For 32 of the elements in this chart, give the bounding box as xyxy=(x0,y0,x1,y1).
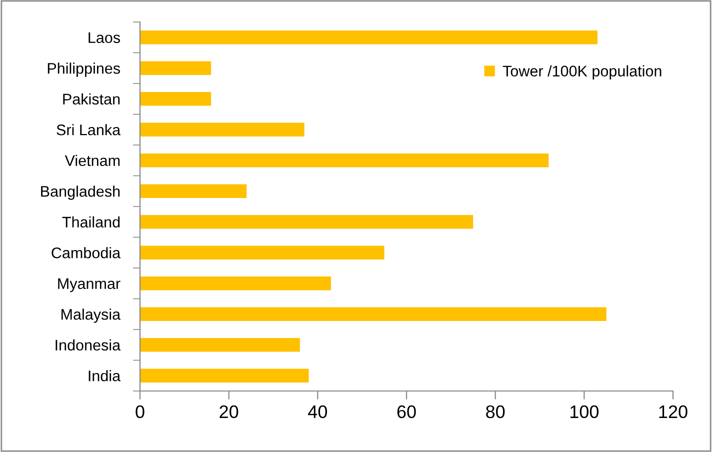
x-tick-label: 60 xyxy=(397,405,416,418)
bar xyxy=(140,92,212,106)
bar xyxy=(140,338,300,352)
y-tick-label: Thailand xyxy=(62,216,120,228)
legend-label: Tower /100K population xyxy=(502,65,662,80)
x-tick-label: 120 xyxy=(659,405,688,418)
x-tick-label: 100 xyxy=(570,405,599,418)
bar xyxy=(140,307,606,322)
y-tick-label: Laos xyxy=(88,32,120,44)
bar xyxy=(140,122,304,137)
bar xyxy=(140,246,384,260)
y-tick-label: Pakistan xyxy=(63,93,120,105)
bar xyxy=(140,368,309,383)
y-tick-label: Malaysia xyxy=(62,308,121,323)
y-tick-label: Vietnam xyxy=(64,154,120,166)
bar xyxy=(140,276,331,290)
y-tick-label: Cambodia xyxy=(52,247,121,258)
y-tick-label: Philippines xyxy=(48,62,120,77)
y-tick-label: Bangladesh xyxy=(41,186,120,200)
y-tick-label: India xyxy=(88,370,121,382)
bar xyxy=(140,184,247,198)
bar xyxy=(140,214,474,229)
y-tick-label: Sri Lanka xyxy=(56,124,121,136)
bar xyxy=(140,153,549,168)
x-tick-label: 80 xyxy=(486,405,505,418)
bar xyxy=(140,61,212,76)
x-tick-label: 20 xyxy=(220,405,238,418)
y-tick-label: Myanmar xyxy=(58,278,120,292)
bar xyxy=(140,30,598,44)
x-tick-label: 0 xyxy=(136,405,144,418)
x-tick-label: 40 xyxy=(308,405,328,418)
y-tick-label: Indonesia xyxy=(56,339,121,351)
